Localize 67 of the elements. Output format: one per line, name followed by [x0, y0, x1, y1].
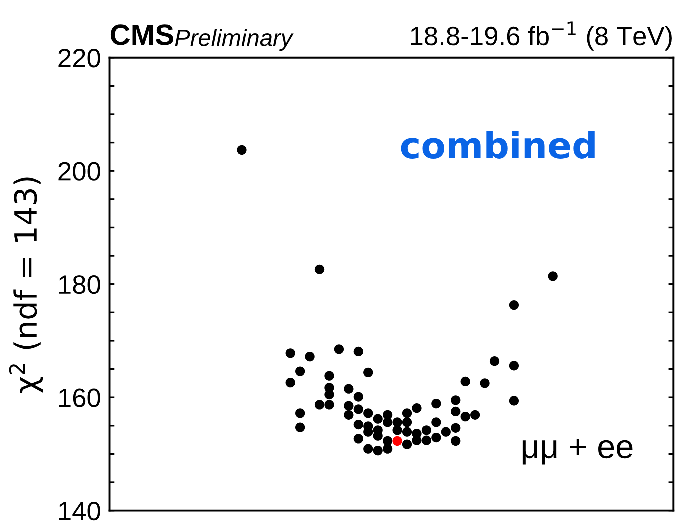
y-tick-label: 200 [58, 162, 100, 181]
point [364, 368, 374, 378]
point [237, 145, 247, 155]
point [480, 378, 490, 388]
point [441, 427, 451, 437]
y-tick-label: 180 [59, 275, 100, 294]
chart-subtitle: Preliminary [175, 29, 294, 52]
point [314, 400, 325, 410]
point [392, 436, 402, 446]
point [354, 434, 364, 444]
point [402, 427, 412, 437]
point [509, 361, 520, 371]
point [470, 410, 480, 420]
point [354, 404, 364, 414]
point [354, 392, 364, 402]
point [460, 376, 470, 387]
point [305, 352, 315, 362]
point [432, 432, 442, 443]
point [324, 371, 334, 381]
annotation: μμ + ee [522, 439, 633, 465]
point [422, 436, 432, 446]
point [432, 399, 442, 409]
point [324, 400, 334, 410]
point [373, 446, 383, 456]
point [364, 444, 374, 454]
point [460, 412, 470, 422]
point [296, 422, 306, 432]
point [490, 356, 500, 366]
point [286, 378, 296, 388]
point [344, 401, 354, 411]
point [334, 344, 344, 354]
point [373, 414, 383, 424]
point [354, 420, 364, 430]
point [354, 346, 364, 357]
chart-title: CMS [110, 24, 174, 46]
point [402, 408, 412, 418]
point [383, 436, 393, 446]
point [402, 440, 412, 450]
point [412, 404, 422, 414]
point [402, 418, 412, 428]
point [296, 366, 306, 376]
y-axis-title: χ$^{2}$ (ndf = 143) [9, 178, 44, 394]
annotation: combined [401, 130, 595, 159]
point [548, 272, 558, 282]
y-tick-label: 140 [59, 502, 100, 521]
point [392, 426, 402, 436]
point [432, 418, 442, 428]
y-tick-label: 160 [59, 388, 100, 408]
point [344, 384, 354, 394]
point [314, 264, 325, 274]
point [451, 436, 461, 446]
point [451, 406, 461, 417]
text: 18.8-19.6 fb$^{−1}$ (8 TeV) [411, 22, 672, 51]
point [509, 300, 520, 310]
point [344, 410, 354, 420]
point [286, 348, 296, 358]
point [422, 426, 432, 436]
point [324, 390, 334, 400]
point [509, 396, 520, 406]
point [364, 408, 374, 418]
y-tick-label: 220 [58, 49, 100, 68]
point [451, 396, 461, 406]
point [383, 444, 393, 454]
point [296, 408, 306, 418]
point [451, 423, 461, 433]
point [412, 436, 422, 446]
point [383, 410, 393, 420]
